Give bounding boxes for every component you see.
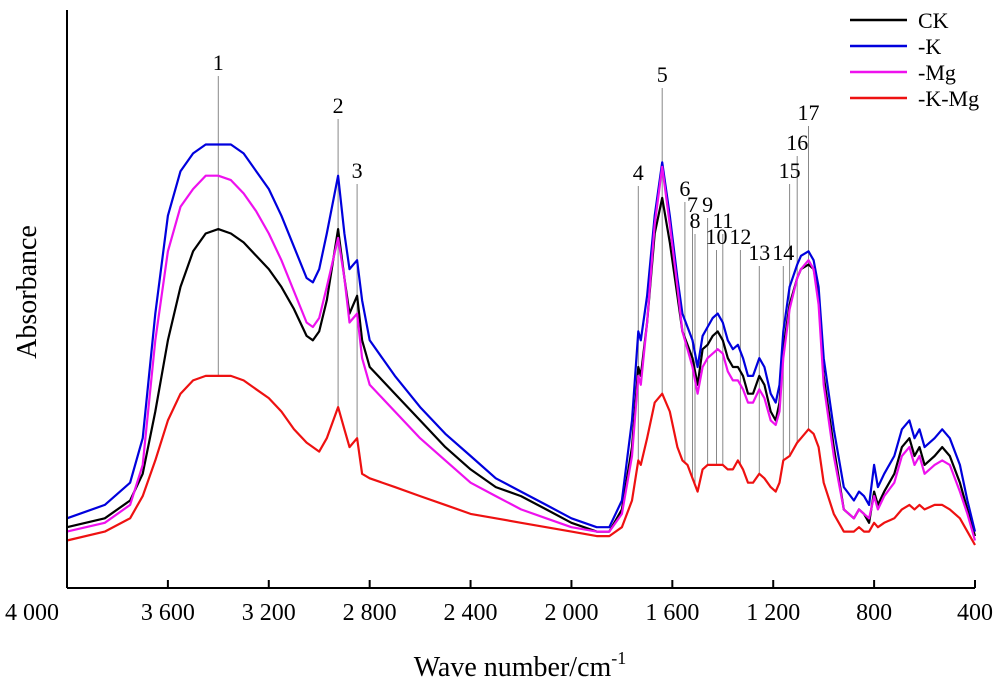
legend-label-4: -K-Mg (918, 86, 979, 111)
legend: CK-K-Mg-K-Mg (850, 8, 979, 111)
x-axis-ticks: 4 000 3 600 3 200 2 800 2 400 2 000 1 600 1 200… (5, 580, 993, 626)
x-tick-label-2800: 2 800 (343, 600, 397, 626)
peak-label-3: 3 (352, 158, 363, 183)
x-tick-label-1600: 1 600 (645, 600, 699, 626)
peak-label-14: 14 (772, 240, 794, 265)
peak-label-17: 17 (798, 100, 820, 125)
series-line-4 (66, 374, 976, 546)
x-tick-label-2400: 2 400 (444, 600, 498, 626)
legend-label-2: -K (918, 34, 941, 59)
x-tick-label-3200: 3 200 (242, 600, 296, 626)
x-tick-label-3600: 3 600 (141, 600, 195, 626)
legend-label-1: CK (918, 8, 949, 33)
peak-label-15: 15 (779, 158, 801, 183)
x-tick-label-800: 800 (856, 600, 892, 626)
series-lines (66, 143, 977, 546)
peak-label-12: 12 (729, 224, 751, 249)
x-tick-label-4000: 4 000 (5, 600, 59, 626)
peak-label-4: 4 (633, 160, 644, 185)
peak-marker-lines (217, 76, 809, 485)
peak-label-16: 16 (786, 130, 808, 155)
series-line-3 (66, 165, 977, 541)
y-axis-title: Absorbance (12, 225, 43, 359)
x-axis-title-superscript: -1 (611, 648, 626, 668)
x-tick-label-1200: 1 200 (746, 600, 800, 626)
peak-label-7: 7 (687, 192, 698, 217)
series-line-2 (66, 143, 977, 532)
x-tick-label-400: 400 (957, 600, 993, 626)
peak-label-6: 6 (679, 176, 690, 201)
peak-label-5: 5 (657, 62, 668, 87)
peak-label-8: 8 (690, 208, 701, 233)
peak-label-11: 11 (712, 208, 733, 233)
peak-label-13: 13 (748, 240, 770, 265)
x-axis-title-text: Wave number/cm (414, 652, 612, 683)
peak-label-2: 2 (333, 93, 344, 118)
peak-label-9: 9 (702, 192, 713, 217)
peak-label-10: 10 (706, 224, 728, 249)
legend-label-3: -Mg (918, 60, 956, 85)
x-axis-title: Wave number/cm-1 (414, 648, 627, 683)
series-line-1 (66, 196, 977, 537)
x-tick-label-2000: 2 000 (544, 600, 598, 626)
peak-label-1: 1 (213, 50, 224, 75)
